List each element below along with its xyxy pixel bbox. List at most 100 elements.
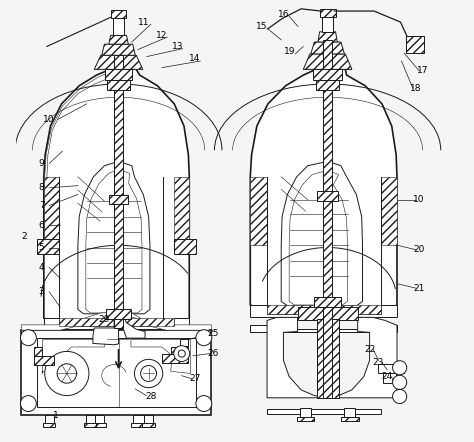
Bar (317, 319, 338, 398)
Bar (344, 408, 356, 418)
Text: 10: 10 (44, 115, 55, 124)
Polygon shape (250, 67, 397, 316)
Text: 7: 7 (39, 201, 45, 210)
Text: 13: 13 (172, 42, 183, 51)
Text: 17: 17 (417, 66, 428, 75)
Text: 19: 19 (284, 47, 296, 56)
Polygon shape (44, 67, 189, 328)
Polygon shape (94, 55, 143, 69)
Text: 11: 11 (138, 18, 150, 27)
Bar (108, 80, 129, 90)
Bar (45, 415, 54, 423)
Bar (317, 191, 338, 201)
Bar (84, 423, 96, 427)
Text: 15: 15 (255, 22, 267, 31)
Polygon shape (311, 42, 345, 54)
Polygon shape (93, 315, 118, 345)
Text: 8: 8 (39, 183, 45, 192)
Text: 12: 12 (156, 31, 167, 40)
Circle shape (20, 396, 36, 412)
Bar (162, 354, 188, 363)
Polygon shape (174, 177, 189, 245)
Bar (313, 69, 342, 80)
Circle shape (20, 330, 36, 346)
Text: 3: 3 (39, 287, 45, 296)
Bar (21, 330, 211, 415)
Polygon shape (59, 318, 174, 326)
Bar (131, 423, 146, 427)
Bar (43, 423, 55, 427)
Bar (37, 338, 196, 407)
Polygon shape (102, 44, 136, 55)
Text: 4: 4 (39, 263, 45, 272)
Bar (110, 10, 127, 18)
Bar (109, 195, 128, 204)
Bar (298, 307, 358, 320)
Polygon shape (303, 54, 352, 69)
Polygon shape (267, 317, 328, 398)
Bar (319, 9, 336, 17)
Polygon shape (44, 318, 189, 329)
Bar (106, 309, 131, 319)
Bar (300, 408, 311, 418)
Circle shape (178, 350, 185, 357)
Polygon shape (109, 35, 128, 44)
Polygon shape (281, 161, 363, 306)
Bar (171, 347, 188, 354)
Polygon shape (250, 325, 397, 332)
Bar (133, 415, 144, 423)
Bar (37, 239, 59, 254)
Text: 29: 29 (99, 315, 110, 324)
Bar (142, 423, 155, 427)
Bar (174, 239, 196, 254)
Polygon shape (21, 312, 211, 330)
Text: 5: 5 (39, 243, 45, 252)
Text: 24: 24 (382, 372, 393, 381)
Polygon shape (44, 177, 59, 245)
Circle shape (141, 366, 156, 381)
Bar (144, 415, 153, 423)
Circle shape (392, 389, 407, 404)
Bar (341, 417, 358, 421)
Bar (406, 36, 424, 53)
Text: 16: 16 (278, 10, 289, 19)
Text: 26: 26 (207, 349, 219, 358)
Bar (323, 40, 332, 398)
Polygon shape (381, 177, 397, 245)
Bar (180, 339, 188, 346)
Bar (114, 55, 123, 328)
Polygon shape (250, 177, 267, 245)
Polygon shape (318, 32, 337, 42)
Circle shape (392, 375, 407, 389)
Polygon shape (250, 305, 397, 317)
Text: 10: 10 (413, 195, 425, 204)
Circle shape (57, 364, 77, 383)
Bar (86, 415, 95, 423)
Text: 21: 21 (413, 284, 425, 293)
Polygon shape (131, 339, 191, 373)
Text: 20: 20 (413, 245, 425, 254)
Polygon shape (44, 245, 59, 248)
Polygon shape (328, 317, 397, 398)
Bar (34, 356, 54, 365)
Text: 22: 22 (364, 345, 375, 354)
Polygon shape (289, 170, 347, 305)
Bar (297, 417, 314, 421)
Polygon shape (267, 305, 381, 314)
Text: 14: 14 (189, 54, 201, 63)
Bar (91, 423, 106, 427)
Text: 1: 1 (53, 411, 59, 420)
Circle shape (174, 346, 190, 362)
Bar (378, 364, 404, 373)
Bar (113, 14, 124, 35)
Bar (322, 14, 333, 32)
Bar (105, 69, 132, 80)
Bar (34, 347, 42, 356)
Bar (383, 373, 396, 383)
Text: 27: 27 (189, 374, 201, 383)
Circle shape (392, 361, 407, 375)
Polygon shape (78, 161, 150, 314)
Polygon shape (86, 170, 142, 313)
Text: 25: 25 (207, 329, 219, 338)
Text: 28: 28 (145, 392, 156, 401)
